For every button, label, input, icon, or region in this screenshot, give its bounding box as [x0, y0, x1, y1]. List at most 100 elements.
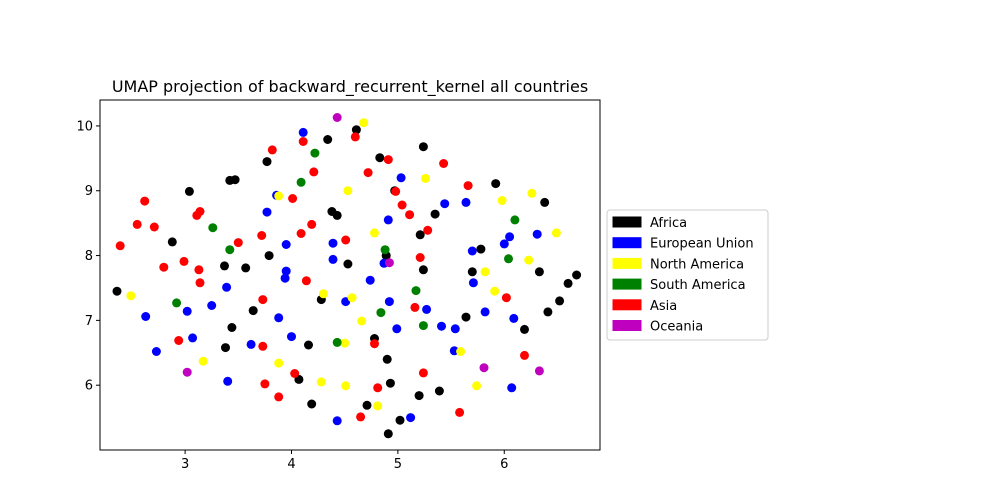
point-asia-24 [309, 167, 319, 177]
plot-frame [99, 99, 601, 451]
point-africa-6 [227, 323, 237, 332]
point-oceania-0 [182, 367, 192, 377]
point-asia-38 [423, 225, 433, 235]
x-tick-label-0: 3 [181, 457, 189, 472]
point-asia-12 [257, 231, 267, 240]
point-asia-10 [195, 278, 205, 288]
y-tick-label-1: 7 [85, 314, 93, 329]
point-south-america-2 [225, 245, 235, 255]
point-africa-23 [375, 153, 385, 163]
point-africa-16 [323, 135, 333, 144]
point-africa-39 [491, 179, 501, 189]
point-asia-41 [463, 181, 473, 191]
y-tick-label-4: 10 [76, 119, 93, 134]
point-european-union-10 [274, 313, 284, 323]
point-asia-5 [174, 336, 184, 345]
point-africa-7 [221, 343, 230, 353]
point-africa-13 [304, 340, 313, 350]
point-european-union-27 [422, 304, 432, 314]
point-asia-25 [341, 235, 351, 245]
point-oceania-2 [384, 258, 394, 268]
point-asia-31 [383, 155, 393, 165]
point-africa-10 [262, 157, 272, 167]
point-european-union-5 [222, 282, 232, 292]
point-european-union-38 [507, 383, 517, 393]
point-north-america-12 [370, 228, 379, 238]
point-european-union-22 [383, 215, 393, 225]
point-european-union-6 [223, 376, 233, 386]
legend-label-european-union: European Union [650, 237, 754, 252]
point-asia-22 [301, 276, 311, 286]
point-africa-35 [434, 386, 444, 396]
point-asia-43 [520, 350, 529, 360]
point-africa-37 [467, 267, 477, 277]
legend: Africa European Union North America South A… [606, 209, 769, 341]
point-asia-35 [410, 302, 420, 312]
point-asia-9 [194, 265, 204, 275]
point-south-america-1 [208, 223, 218, 233]
point-north-america-1 [198, 356, 208, 366]
point-asia-16 [267, 145, 277, 155]
point-north-america-17 [480, 267, 490, 277]
point-africa-2 [184, 186, 194, 196]
point-north-america-13 [373, 401, 383, 411]
legend-swatch-north-america [612, 257, 642, 269]
point-africa-46 [572, 270, 582, 280]
point-north-america-20 [524, 255, 534, 265]
point-africa-26 [383, 429, 393, 439]
point-asia-18 [288, 194, 298, 203]
point-asia-1 [132, 219, 142, 229]
point-north-america-9 [347, 293, 357, 303]
point-european-union-3 [188, 333, 198, 343]
x-axis: 3 4 5 6 [181, 450, 508, 472]
point-european-union-1 [151, 347, 161, 356]
point-asia-27 [356, 412, 366, 422]
y-tick-label-0: 6 [85, 379, 93, 394]
point-africa-42 [540, 197, 550, 207]
point-africa-27 [385, 378, 395, 388]
point-north-america-7 [341, 381, 351, 391]
points-layer [112, 113, 582, 439]
point-asia-39 [439, 159, 449, 168]
point-north-america-2 [274, 358, 284, 368]
point-africa-32 [418, 265, 428, 275]
point-european-union-12 [281, 240, 291, 249]
point-africa-41 [534, 267, 544, 277]
point-european-union-36 [499, 239, 509, 249]
point-africa-31 [415, 230, 425, 240]
point-africa-43 [543, 307, 553, 317]
point-south-america-11 [510, 215, 520, 225]
point-africa-14 [307, 399, 317, 409]
point-asia-30 [373, 383, 383, 393]
point-asia-36 [415, 253, 425, 262]
point-africa-3 [220, 261, 229, 271]
y-tick-label-3: 9 [85, 184, 93, 199]
point-south-america-4 [310, 148, 320, 158]
point-africa-18 [332, 210, 342, 220]
point-asia-32 [391, 186, 401, 196]
x-tick-label-1: 4 [287, 457, 295, 472]
point-european-union-32 [461, 197, 471, 207]
legend-frame [606, 209, 769, 341]
point-north-america-14 [421, 173, 430, 183]
point-european-union-4 [207, 301, 217, 310]
point-south-america-5 [332, 337, 342, 347]
point-africa-21 [362, 400, 372, 410]
point-north-america-4 [316, 377, 326, 387]
y-axis: 6 7 8 9 10 [76, 119, 100, 394]
point-european-union-39 [509, 313, 519, 323]
point-africa-44 [555, 296, 565, 306]
point-south-america-7 [380, 245, 390, 255]
point-south-america-0 [172, 298, 182, 308]
point-asia-14 [258, 341, 268, 351]
point-africa-11 [264, 251, 274, 261]
point-north-america-22 [551, 228, 561, 238]
point-africa-0 [112, 286, 122, 296]
point-asia-40 [455, 407, 465, 417]
point-south-america-6 [376, 308, 386, 318]
x-tick-label-3: 6 [500, 457, 508, 472]
point-asia-15 [260, 379, 270, 389]
point-asia-29 [370, 339, 379, 349]
point-european-union-34 [468, 278, 478, 288]
